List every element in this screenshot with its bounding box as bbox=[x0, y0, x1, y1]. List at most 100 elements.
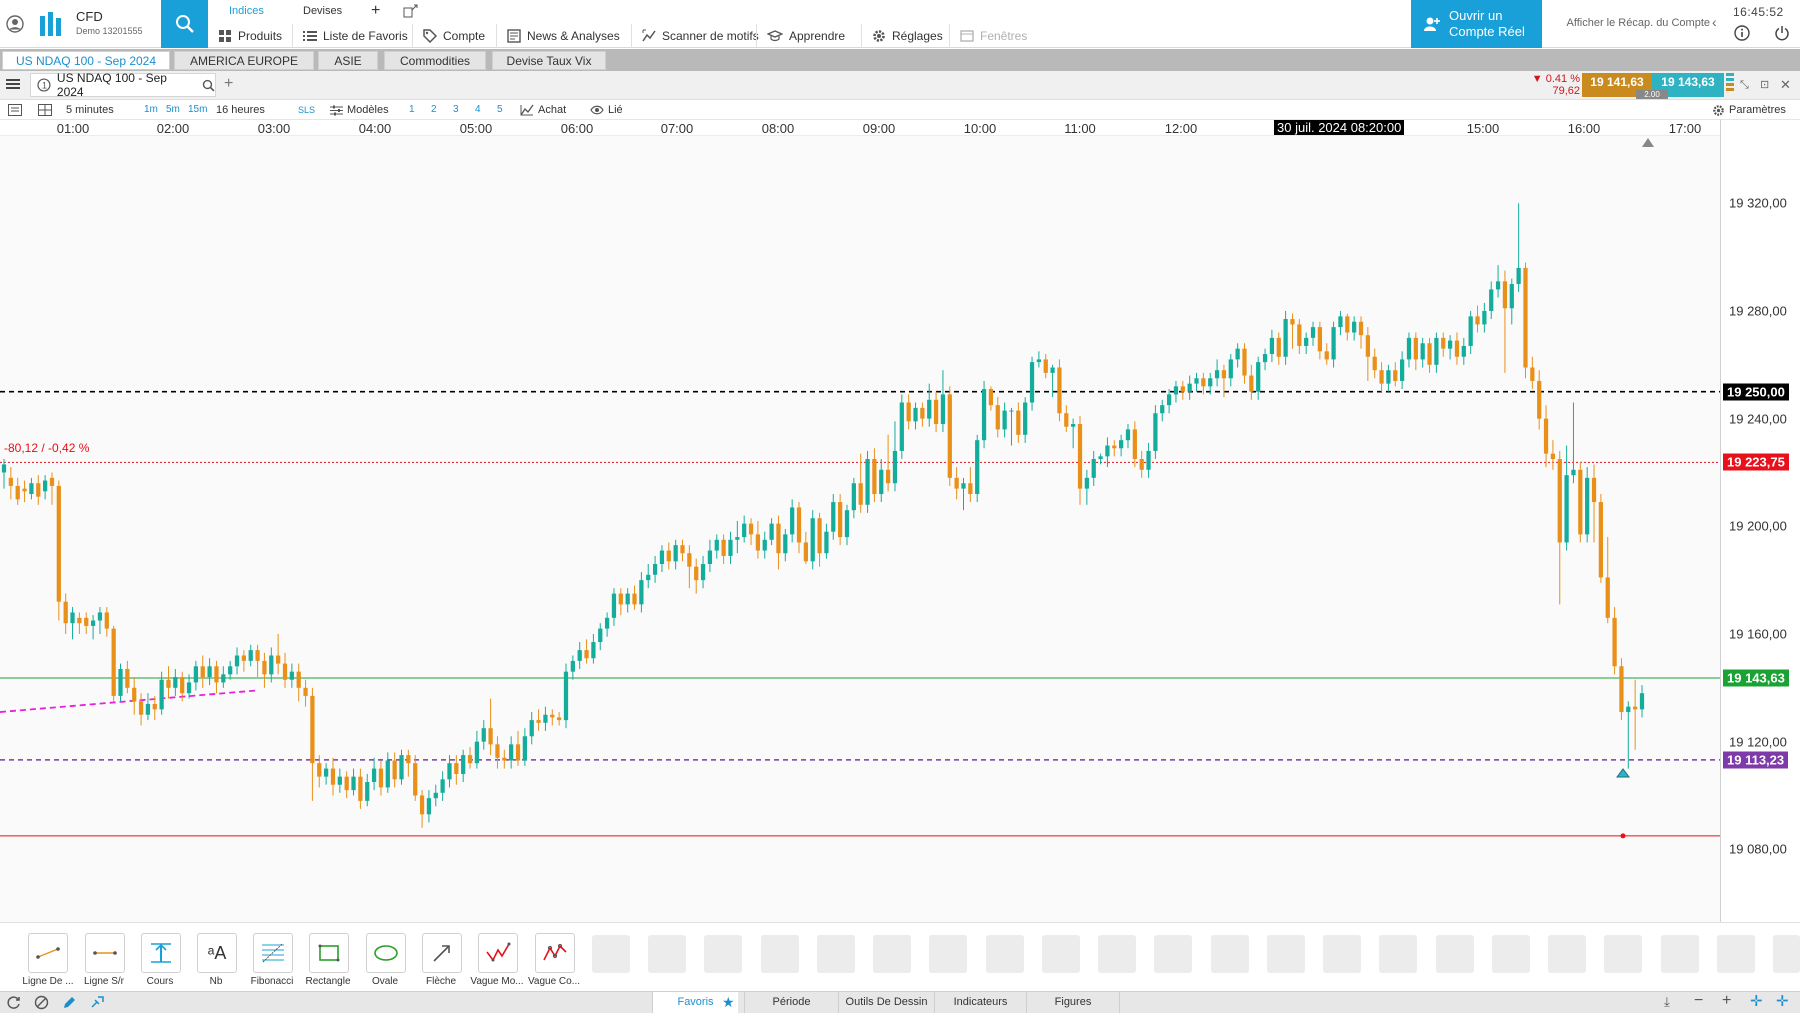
range-select[interactable]: 16 heures bbox=[216, 104, 265, 116]
layout-3[interactable]: 3 bbox=[453, 104, 459, 115]
tool-corrective-wave[interactable] bbox=[535, 933, 575, 973]
menu-produits[interactable]: Produits bbox=[208, 24, 292, 48]
add-tab-icon[interactable]: + bbox=[371, 2, 381, 19]
interval-select[interactable]: 5 minutes bbox=[66, 104, 114, 116]
empty-tool-slot bbox=[1267, 935, 1305, 973]
menu-apprendre[interactable]: Apprendre bbox=[756, 24, 855, 48]
user-icon[interactable] bbox=[0, 0, 30, 48]
quick-interval-15m[interactable]: 15m bbox=[188, 104, 208, 115]
scroll-up-marker-icon[interactable] bbox=[1641, 136, 1655, 148]
candle-body bbox=[913, 407, 918, 422]
close-icon[interactable]: ✕ bbox=[1780, 77, 1791, 92]
instrument-tab-asie[interactable]: ASIE bbox=[318, 51, 378, 70]
level-badge-current-price[interactable]: 19 143,63 bbox=[1723, 669, 1789, 687]
candle-body bbox=[125, 668, 130, 688]
quick-interval-1m[interactable]: 1m bbox=[144, 104, 158, 115]
x-tick: 17:00 bbox=[1668, 121, 1702, 136]
candle-body bbox=[1166, 394, 1172, 406]
sls-button[interactable]: SLS bbox=[298, 105, 316, 115]
tab-figures[interactable]: Figures bbox=[1026, 992, 1120, 1013]
zoom-in-icon[interactable]: + bbox=[1722, 992, 1732, 1009]
star-icon[interactable]: ★ bbox=[722, 994, 735, 1010]
quick-interval-5m[interactable]: 5m bbox=[166, 104, 180, 115]
menu-reglages[interactable]: Réglages bbox=[861, 24, 953, 48]
models-button[interactable]: Modèles bbox=[330, 100, 389, 120]
layout-1[interactable]: 1 bbox=[409, 104, 415, 115]
candle-body bbox=[1578, 469, 1583, 535]
candle-body bbox=[1619, 666, 1624, 713]
instrument-tab-devise-taux-vix[interactable]: Devise Taux Vix bbox=[492, 51, 606, 70]
add-chart-icon[interactable]: + bbox=[224, 75, 234, 92]
hamburger-icon[interactable] bbox=[6, 78, 20, 90]
tool-line[interactable] bbox=[28, 933, 68, 973]
minimize-icon[interactable]: ⤡ bbox=[1740, 79, 1749, 91]
instrument-selector[interactable]: 1 US NDAQ 100 - Sep 2024 bbox=[30, 71, 216, 99]
candle-body bbox=[584, 650, 589, 659]
layout-icon[interactable] bbox=[38, 100, 52, 120]
alert-marker-icon[interactable] bbox=[1616, 768, 1630, 778]
clear-icon[interactable] bbox=[34, 995, 49, 1010]
layout-5[interactable]: 5 bbox=[497, 104, 503, 115]
refresh-icon[interactable] bbox=[6, 995, 21, 1010]
magnet-icon[interactable] bbox=[90, 995, 105, 1010]
pencil-icon[interactable] bbox=[62, 995, 77, 1010]
menu-list-icon[interactable] bbox=[8, 100, 22, 120]
sliders-icon bbox=[330, 105, 343, 115]
open-real-account-button[interactable]: Ouvrir un Compte Réel bbox=[1411, 0, 1542, 48]
candle-body bbox=[625, 593, 630, 605]
linked-button[interactable]: Lié bbox=[590, 100, 623, 120]
info-icon[interactable] bbox=[1734, 25, 1752, 43]
tool-support-resistance[interactable] bbox=[85, 933, 125, 973]
instrument-tab-commodities[interactable]: Commodities bbox=[384, 51, 486, 70]
tab-periode[interactable]: Période bbox=[744, 992, 838, 1013]
tab-devises[interactable]: Devises bbox=[303, 5, 343, 17]
candle-body bbox=[831, 502, 836, 532]
instrument-tab-nasdaq[interactable]: US NDAQ 100 - Sep 2024 bbox=[2, 51, 170, 70]
crosshair-icon[interactable]: ✛ bbox=[1750, 993, 1763, 1010]
menu-scanner[interactable]: Scanner de motifs bbox=[631, 24, 769, 48]
tab-outils-de-dessin[interactable]: Outils De Dessin bbox=[838, 992, 934, 1013]
layout-2[interactable]: 2 bbox=[431, 104, 437, 115]
settings-button[interactable]: Paramètres bbox=[1712, 100, 1786, 120]
tool-label: Ligne S/r bbox=[83, 976, 125, 987]
menu-news[interactable]: News & Analyses bbox=[496, 24, 630, 48]
candle-body bbox=[1550, 453, 1556, 460]
candle-body bbox=[611, 593, 617, 618]
tool-motive-wave[interactable] bbox=[478, 933, 518, 973]
menu-compte[interactable]: Compte bbox=[412, 24, 495, 48]
search-button[interactable] bbox=[161, 0, 208, 48]
level-badge-alert[interactable]: 19 113,23 bbox=[1723, 751, 1789, 769]
tool-oval[interactable] bbox=[366, 933, 406, 973]
tool-fibonacci[interactable] bbox=[253, 933, 293, 973]
y-tick: 19 280,00 bbox=[1729, 303, 1787, 319]
collapse-chevron-icon[interactable]: ‹ bbox=[1712, 14, 1717, 30]
fit-icon[interactable]: ⤓ bbox=[1664, 994, 1670, 1009]
zoom-out-icon[interactable]: − bbox=[1694, 992, 1704, 1009]
candle-body bbox=[269, 655, 274, 675]
price-chart[interactable]: -80,12 / -0,42 % bbox=[0, 136, 1720, 922]
tool-rectangle[interactable] bbox=[309, 933, 349, 973]
menu-fenetres[interactable]: Fenêtres bbox=[949, 24, 1037, 48]
tab-indicateurs[interactable]: Indicateurs bbox=[934, 992, 1026, 1013]
instrument-tab-america-europe[interactable]: AMERICA EUROPE bbox=[174, 51, 314, 70]
detach-icon[interactable] bbox=[403, 0, 419, 22]
layout-4[interactable]: 4 bbox=[475, 104, 481, 115]
menu-favoris[interactable]: Liste de Favoris bbox=[292, 24, 418, 48]
level-badge-previous-close[interactable]: 19 223,75 bbox=[1723, 453, 1789, 471]
crosshair-lock-icon[interactable]: ✛ bbox=[1776, 993, 1789, 1010]
level-badge-resistance[interactable]: 19 250,00 bbox=[1723, 383, 1789, 401]
tool-text[interactable]: ᵃA bbox=[197, 933, 237, 973]
tab-favoris[interactable]: Favoris bbox=[652, 992, 738, 1013]
candlestick-chart[interactable] bbox=[0, 136, 1720, 922]
buy-mode-button[interactable]: Achat bbox=[520, 100, 566, 120]
maximize-icon[interactable]: ⊡ bbox=[1760, 79, 1770, 91]
tool-arrow[interactable] bbox=[422, 933, 462, 973]
power-icon[interactable] bbox=[1774, 25, 1792, 43]
candle-body bbox=[1338, 316, 1343, 328]
account-recap-link[interactable]: Afficher le Récap. du Compte bbox=[1566, 17, 1710, 29]
candle-body bbox=[783, 534, 788, 554]
candle-body bbox=[289, 671, 294, 680]
tab-indices[interactable]: Indices bbox=[229, 5, 264, 17]
tool-price[interactable] bbox=[141, 933, 181, 973]
candle-body bbox=[1077, 424, 1083, 489]
